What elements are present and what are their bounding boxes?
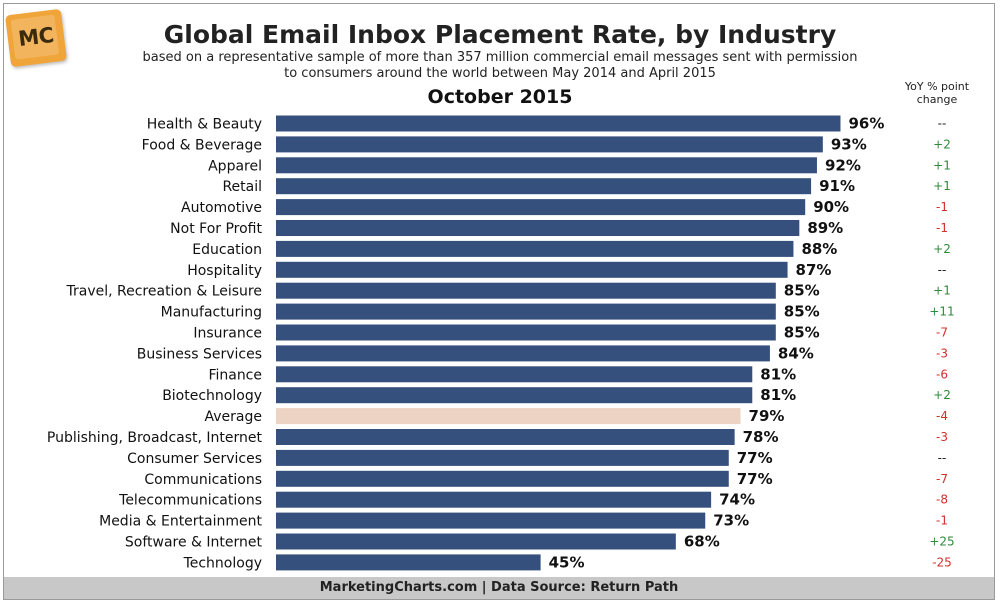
value-label-apparel: 92% (825, 156, 861, 174)
yoy-change-communications: -7 (936, 472, 948, 486)
category-label-insurance: Insurance (193, 326, 262, 342)
value-label-technology: 45% (549, 553, 585, 571)
value-label-education: 88% (801, 240, 837, 258)
bar-average (276, 408, 741, 425)
category-label-retail: Retail (222, 179, 262, 195)
bar-telecommunications (276, 491, 712, 508)
category-label-business-services: Business Services (137, 346, 262, 362)
yoy-column-header-line-1: YoY % point (904, 80, 970, 93)
bar-biotechnology (276, 387, 753, 404)
yoy-change-health-and-beauty: -- (938, 117, 947, 131)
category-label-technology: Technology (183, 555, 262, 571)
value-label-hospitality: 87% (796, 261, 832, 279)
bar-media-and-entertainment (276, 512, 706, 529)
yoy-change-average: -4 (936, 409, 948, 423)
value-label-not-for-profit: 89% (807, 219, 843, 237)
yoy-change-biotechnology: +2 (933, 388, 951, 402)
category-label-not-for-profit: Not For Profit (170, 221, 262, 237)
category-label-biotechnology: Biotechnology (162, 388, 262, 404)
value-label-average: 79% (749, 407, 785, 425)
chart-subtitle-line-1: based on a representative sample of more… (142, 50, 858, 65)
value-label-finance: 81% (760, 365, 796, 383)
category-label-media-and-entertainment: Media & Entertainment (99, 514, 262, 530)
value-label-software-and-internet: 68% (684, 533, 720, 551)
value-label-communications: 77% (737, 470, 773, 488)
category-label-food-and-beverage: Food & Beverage (142, 137, 262, 153)
category-label-health-and-beauty: Health & Beauty (147, 117, 262, 133)
value-label-food-and-beverage: 93% (831, 135, 867, 153)
category-label-hospitality: Hospitality (187, 263, 262, 279)
yoy-change-business-services: -3 (936, 346, 948, 360)
value-label-automotive: 90% (813, 198, 849, 216)
bar-apparel (276, 157, 817, 174)
yoy-change-consumer-services: -- (938, 451, 947, 465)
category-label-automotive: Automotive (181, 200, 262, 216)
category-label-telecommunications: Telecommunications (118, 493, 262, 509)
category-label-manufacturing: Manufacturing (161, 305, 262, 321)
value-label-health-and-beauty: 96% (848, 115, 884, 133)
bar-education (276, 240, 794, 257)
chart-subtitle-line-2: to consumers around the world between Ma… (284, 66, 716, 81)
bar-communications (276, 470, 729, 487)
yoy-change-software-and-internet: +25 (929, 535, 954, 549)
bar-finance (276, 366, 753, 383)
yoy-change-finance: -6 (936, 367, 948, 381)
yoy-change-food-and-beverage: +2 (933, 137, 951, 151)
category-label-average: Average (205, 409, 263, 425)
bar-not-for-profit (276, 220, 800, 236)
value-label-insurance: 85% (784, 324, 820, 342)
yoy-change-retail: +1 (933, 179, 951, 193)
category-label-publishing-broadcast-internet: Publishing, Broadcast, Internet (47, 430, 263, 446)
yoy-change-telecommunications: -8 (936, 493, 948, 507)
value-label-publishing-broadcast-internet: 78% (743, 428, 779, 446)
footer-source: MarketingCharts.com | Data Source: Retur… (4, 577, 994, 599)
bar-technology (276, 554, 541, 571)
yoy-change-media-and-entertainment: -1 (936, 514, 948, 528)
value-label-consumer-services: 77% (737, 449, 773, 467)
value-label-biotechnology: 81% (760, 386, 796, 404)
yoy-change-education: +2 (933, 242, 951, 256)
value-label-manufacturing: 85% (784, 303, 820, 321)
yoy-change-travel-recreation-and-leisure: +1 (933, 284, 951, 298)
value-label-telecommunications: 74% (719, 491, 755, 509)
yoy-column-header-line-2: change (916, 93, 958, 106)
bar-automotive (276, 199, 806, 216)
yoy-change-insurance: -7 (936, 326, 948, 340)
value-label-travel-recreation-and-leisure: 85% (784, 282, 820, 300)
category-label-finance: Finance (208, 367, 262, 383)
yoy-change-publishing-broadcast-internet: -3 (936, 430, 948, 444)
bar-health-and-beauty (276, 115, 841, 132)
category-label-travel-recreation-and-leisure: Travel, Recreation & Leisure (66, 284, 263, 300)
yoy-change-automotive: -1 (936, 200, 948, 214)
value-label-business-services: 84% (778, 344, 814, 362)
category-label-education: Education (192, 242, 262, 258)
bar-software-and-internet (276, 533, 676, 550)
yoy-change-not-for-profit: -1 (936, 221, 948, 235)
category-label-consumer-services: Consumer Services (127, 451, 262, 467)
yoy-change-technology: -25 (932, 555, 952, 569)
category-label-software-and-internet: Software & Internet (125, 535, 263, 551)
chart-period-label: October 2015 (427, 86, 573, 108)
yoy-change-apparel: +1 (933, 158, 951, 172)
bar-business-services (276, 345, 770, 362)
category-label-apparel: Apparel (208, 158, 262, 174)
value-label-retail: 91% (819, 177, 855, 195)
bar-publishing-broadcast-internet (276, 429, 735, 445)
yoy-change-hospitality: -- (938, 263, 947, 277)
category-label-communications: Communications (144, 472, 262, 488)
bar-travel-recreation-and-leisure (276, 282, 776, 299)
chart-title: Global Email Inbox Placement Rate, by In… (163, 20, 837, 49)
bar-consumer-services (276, 449, 729, 466)
bar-insurance (276, 324, 776, 341)
bar-hospitality (276, 261, 788, 278)
bar-food-and-beverage (276, 136, 823, 153)
bar-retail (276, 178, 812, 195)
value-label-media-and-entertainment: 73% (713, 512, 749, 530)
yoy-change-manufacturing: +11 (929, 305, 954, 319)
bar-manufacturing (276, 303, 776, 320)
